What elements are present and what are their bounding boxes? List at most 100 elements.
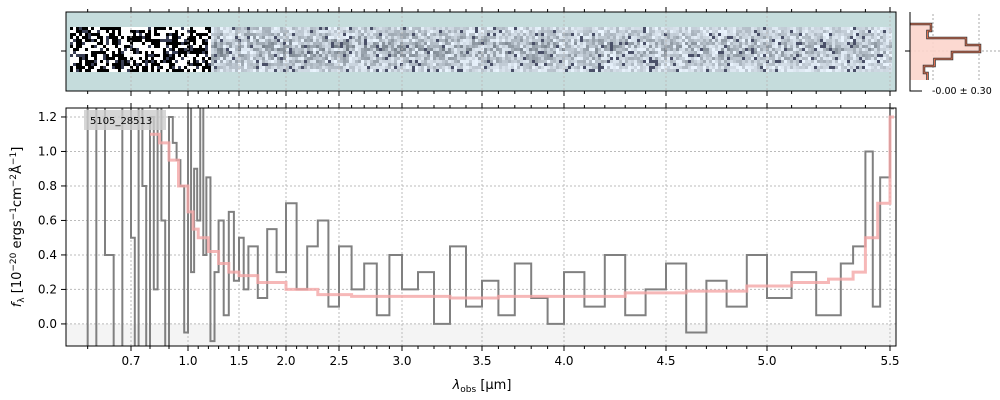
spectrum-2d-pixel (382, 30, 385, 33)
spectrum-2d-pixel (265, 36, 268, 39)
spectrum-2d-pixel (208, 39, 211, 42)
spectrum-2d-pixel (787, 69, 790, 72)
spectrum-2d-pixel (799, 27, 802, 30)
spectrum-2d-pixel (301, 57, 304, 60)
spectrum-2d-pixel (277, 69, 280, 72)
spectrum-2d-pixel (622, 63, 625, 66)
spectrum-2d-pixel (328, 33, 331, 36)
spectrum-2d-pixel (421, 66, 424, 69)
spectrum-2d-pixel (175, 30, 178, 33)
spectrum-2d-pixel (877, 51, 880, 54)
spectrum-2d-pixel (223, 36, 226, 39)
spectrum-2d-pixel (652, 36, 655, 39)
spectrum-2d-pixel (562, 69, 565, 72)
spectrum-2d-pixel (712, 39, 715, 42)
spectrum-2d-pixel (94, 27, 97, 30)
spectrum-2d-pixel (712, 57, 715, 60)
spectrum-2d-pixel (430, 33, 433, 36)
spectrum-2d-pixel (856, 45, 859, 48)
spectrum-2d-pixel (124, 30, 127, 33)
spectrum-2d-pixel (529, 69, 532, 72)
spectrum-2d-pixel (454, 60, 457, 63)
spectrum-2d-pixel (265, 51, 268, 54)
spectrum-2d-pixel (343, 42, 346, 45)
spectrum-2d-pixel (787, 30, 790, 33)
spectrum-2d-pixel (445, 39, 448, 42)
spectrum-2d-pixel (130, 42, 133, 45)
spectrum-2d-pixel (874, 66, 877, 69)
spectrum-2d-pixel (793, 39, 796, 42)
spectrum-2d-pixel (418, 39, 421, 42)
spectrum-2d-pixel (832, 66, 835, 69)
spectrum-2d-pixel (661, 66, 664, 69)
spectrum-2d-pixel (136, 30, 139, 33)
spectrum-2d-pixel (769, 60, 772, 63)
spectrum-2d-pixel (742, 69, 745, 72)
spectrum-2d-pixel (547, 33, 550, 36)
spectrum-2d-pixel (157, 66, 160, 69)
spectrum-2d-pixel (670, 33, 673, 36)
spectrum-2d-pixel (508, 63, 511, 66)
spectrum-2d-pixel (805, 36, 808, 39)
spectrum-2d-pixel (385, 33, 388, 36)
spectrum-2d-pixel (349, 66, 352, 69)
spectrum-2d-pixel (460, 51, 463, 54)
spectrum-2d-pixel (181, 30, 184, 33)
spectrum-2d-pixel (502, 69, 505, 72)
spectrum-2d-pixel (397, 48, 400, 51)
spectrum-2d-pixel (451, 42, 454, 45)
spectrum-2d-pixel (547, 42, 550, 45)
spectrum-2d-pixel (514, 36, 517, 39)
spectrum-2d-pixel (814, 36, 817, 39)
spectrum-2d-pixel (511, 27, 514, 30)
spectrum-2d-pixel (304, 60, 307, 63)
spectrum-2d-pixel (451, 45, 454, 48)
spectrum-2d-pixel (646, 60, 649, 63)
spectrum-2d-pixel (886, 27, 889, 30)
spectrum-2d-pixel (661, 45, 664, 48)
spectrum-2d-pixel (517, 45, 520, 48)
spectrum-2d-pixel (742, 42, 745, 45)
spectrum-2d-pixel (529, 48, 532, 51)
spectrum-2d-pixel (85, 36, 88, 39)
spectrum-2d-pixel (832, 54, 835, 57)
spectrum-2d-pixel (568, 54, 571, 57)
spectrum-2d-pixel (649, 48, 652, 51)
spectrum-2d-pixel (679, 69, 682, 72)
spectrum-2d-pixel (493, 33, 496, 36)
spectrum-2d-pixel (706, 54, 709, 57)
spectrum-2d-pixel (448, 33, 451, 36)
spectrum-2d-pixel (808, 60, 811, 63)
spectrum-2d-pixel (790, 66, 793, 69)
spectrum-2d-pixel (472, 33, 475, 36)
spectrum-2d-pixel (364, 39, 367, 42)
spectrum-2d-pixel (814, 27, 817, 30)
spectrum-2d-pixel (646, 57, 649, 60)
spectrum-2d-pixel (754, 45, 757, 48)
spectrum-2d-pixel (322, 69, 325, 72)
spectrum-2d-pixel (361, 36, 364, 39)
spectrum-2d-pixel (100, 51, 103, 54)
spectrum-2d-pixel (304, 69, 307, 72)
spectrum-2d-pixel (634, 42, 637, 45)
spectrum-2d-pixel (79, 48, 82, 51)
spectrum-2d-pixel (223, 54, 226, 57)
spectrum-2d-pixel (433, 57, 436, 60)
spectrum-2d-pixel (676, 63, 679, 66)
spectrum-2d-pixel (232, 66, 235, 69)
spectrum-2d-pixel (865, 51, 868, 54)
spectrum-2d-pixel (571, 66, 574, 69)
spectrum-2d-pixel (472, 69, 475, 72)
spectrum-2d-pixel (493, 27, 496, 30)
spectrum-2d-pixel (106, 36, 109, 39)
spectrum-2d-pixel (322, 57, 325, 60)
spectrum-2d-pixel (736, 66, 739, 69)
spectrum-2d-pixel (580, 63, 583, 66)
spectrum-2d-pixel (841, 45, 844, 48)
spectrum-2d-pixel (142, 57, 145, 60)
spectrum-2d-pixel (886, 51, 889, 54)
spectrum-2d-pixel (181, 66, 184, 69)
spectrum-2d-pixel (601, 45, 604, 48)
spectrum-2d-pixel (118, 51, 121, 54)
spectrum-2d-pixel (808, 63, 811, 66)
